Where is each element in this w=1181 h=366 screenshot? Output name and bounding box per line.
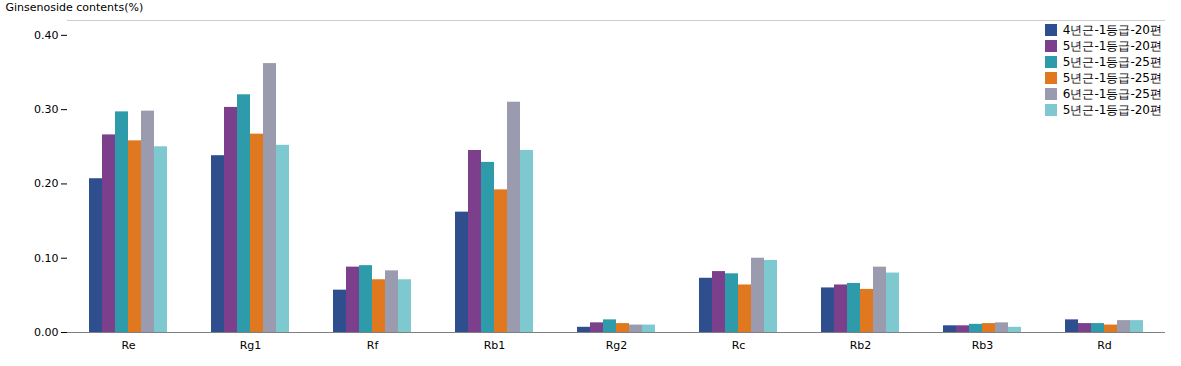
- svg-text:Rf: Rf: [367, 339, 380, 352]
- svg-text:0.40: 0.40: [34, 29, 59, 42]
- html-text:4년근-1등급-20편: 4년근-1등급-20편: [1062, 23, 1162, 37]
- svg-text:0.00: 0.00: [34, 326, 59, 339]
- svg-text:Rc: Rc: [732, 339, 746, 352]
- svg-text:Rg2: Rg2: [606, 339, 628, 352]
- svg-text:Rb1: Rb1: [484, 339, 506, 352]
- svg-text:Re: Re: [122, 339, 136, 352]
- svg-text:Rg1: Rg1: [240, 339, 262, 352]
- svg-text:Rb3: Rb3: [972, 339, 994, 352]
- svg-text:0.30: 0.30: [34, 103, 59, 116]
- html-text:5년근-1등급-20편: 5년근-1등급-20편: [1062, 39, 1162, 53]
- html-text:5년근-1등급-25편: 5년근-1등급-25편: [1062, 55, 1162, 69]
- svg-text:0.20: 0.20: [34, 177, 59, 190]
- html-text:5년근-1등급-20편: 5년근-1등급-20편: [1062, 103, 1162, 117]
- html-text:6년근-1등급-25편: 6년근-1등급-25편: [1062, 87, 1162, 101]
- svg-text:Rb2: Rb2: [850, 339, 872, 352]
- svg-text:Ginsenoside contents(%): Ginsenoside contents(%): [6, 1, 144, 14]
- html-text:5년근-1등급-25편: 5년근-1등급-25편: [1062, 71, 1162, 85]
- svg-text:Rd: Rd: [1097, 339, 1112, 352]
- svg-text:0.10: 0.10: [34, 252, 59, 265]
